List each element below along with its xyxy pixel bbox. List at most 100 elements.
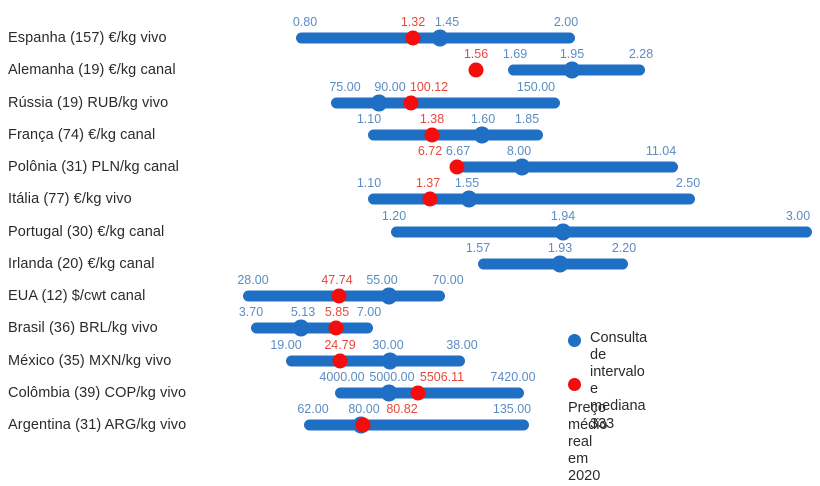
median-dot xyxy=(381,352,399,369)
category-label: México (35) MXN/kg vivo xyxy=(8,352,172,369)
category-label: Rússia (19) RUB/kg vivo xyxy=(8,94,169,111)
median-value: 1.60 xyxy=(470,111,496,126)
median-dot xyxy=(431,29,449,47)
range-max-value: 70.00 xyxy=(432,273,464,287)
category-label: Itália (77) €/kg vivo xyxy=(8,191,132,208)
range-min-value: 1.20 xyxy=(381,208,407,223)
actual-price-dot xyxy=(355,417,371,433)
median-value: 8.00 xyxy=(506,144,532,158)
range-bar xyxy=(251,322,373,334)
actual-price-value: 80.82 xyxy=(386,402,418,416)
actual-price-dot xyxy=(331,288,347,304)
legend-item-actual: Preço médio real em 2020 xyxy=(568,378,629,486)
range-max-value: 3.00 xyxy=(785,208,811,223)
median-dot xyxy=(513,158,531,176)
actual-price-value: 1.37 xyxy=(415,176,441,191)
range-max-value: 2.28 xyxy=(628,47,654,62)
range-min-value: 1.69 xyxy=(502,47,528,62)
median-value: 30.00 xyxy=(372,337,404,352)
range-max-value: 2.20 xyxy=(611,240,637,255)
range-min-value: 19.00 xyxy=(270,337,302,352)
median-value: 80.00 xyxy=(348,402,380,416)
actual-price-value: 100.12 xyxy=(409,79,449,94)
range-max-value: 1.85 xyxy=(514,111,540,126)
range-bar xyxy=(368,193,695,205)
legend-median-label: Consulta de intervalo e mediana 333 xyxy=(590,330,648,432)
category-label: Argentina (31) ARG/kg vivo xyxy=(8,417,187,433)
actual-price-dot xyxy=(424,127,440,143)
median-dot xyxy=(551,255,569,273)
range-bar xyxy=(456,161,678,173)
median-dot xyxy=(563,61,581,79)
category-label: Portugal (30) €/kg canal xyxy=(8,223,165,240)
median-dot xyxy=(460,190,478,208)
range-bar xyxy=(286,355,465,366)
legend-item-median: Consulta de intervalo e mediana 333 xyxy=(568,330,647,433)
actual-price-value: 1.32 xyxy=(400,15,426,29)
legend-red-dot-icon xyxy=(568,378,581,391)
range-max-value: 7.00 xyxy=(356,305,382,320)
median-dot xyxy=(380,384,398,402)
actual-price-dot xyxy=(332,353,348,368)
category-label: Colômbia (39) COP/kg vivo xyxy=(8,384,187,401)
actual-price-dot xyxy=(403,95,419,110)
range-max-value: 2.50 xyxy=(675,176,701,191)
actual-price-value: 6.72 xyxy=(417,144,443,158)
range-min-value: 6.67 xyxy=(445,144,471,158)
legend-blue-dot-icon xyxy=(568,334,581,347)
median-value: 1.55 xyxy=(454,176,480,191)
median-value: 1.93 xyxy=(547,240,573,255)
median-dot xyxy=(370,94,388,111)
actual-price-value: 1.56 xyxy=(463,47,489,62)
actual-price-dot xyxy=(468,62,484,78)
range-min-value: 28.00 xyxy=(237,273,269,287)
median-value: 1.95 xyxy=(559,47,585,62)
actual-price-dot xyxy=(422,191,438,207)
range-max-value: 2.00 xyxy=(553,15,579,29)
median-value: 1.94 xyxy=(550,208,576,223)
category-label: França (74) €/kg canal xyxy=(8,126,156,143)
range-max-value: 38.00 xyxy=(446,337,478,352)
range-min-value: 1.10 xyxy=(356,111,382,126)
actual-price-value: 24.79 xyxy=(324,337,356,352)
range-min-value: 1.57 xyxy=(465,240,491,255)
category-label: EUA (12) $/cwt canal xyxy=(8,288,146,304)
range-max-value: 11.04 xyxy=(645,144,677,158)
range-max-value: 150.00 xyxy=(516,79,556,94)
range-bar xyxy=(368,129,543,141)
actual-price-dot xyxy=(449,159,465,175)
range-min-value: 75.00 xyxy=(329,79,361,94)
actual-price-value: 5506.11 xyxy=(419,369,465,384)
range-bar xyxy=(335,387,524,399)
range-max-value: 7420.00 xyxy=(490,369,536,384)
category-label: Brasil (36) BRL/kg vivo xyxy=(8,320,158,337)
category-label: Alemanha (19) €/kg canal xyxy=(8,62,176,79)
range-min-value: 1.10 xyxy=(356,176,382,191)
actual-price-value: 1.38 xyxy=(419,111,445,126)
median-value: 1.45 xyxy=(434,15,460,29)
range-max-value: 135.00 xyxy=(492,402,532,416)
category-label: Irlanda (20) €/kg canal xyxy=(8,255,155,272)
median-value: 55.00 xyxy=(366,273,398,287)
range-min-value: 0.80 xyxy=(292,15,318,29)
range-bar xyxy=(304,419,529,431)
category-label: Espanha (157) €/kg vivo xyxy=(8,30,167,46)
legend-actual-label: Preço médio real em 2020 xyxy=(568,400,608,485)
range-bar xyxy=(331,97,560,108)
category-label: Polônia (31) PLN/kg canal xyxy=(8,159,179,175)
median-dot xyxy=(292,319,310,337)
range-min-value: 62.00 xyxy=(297,402,329,416)
actual-price-value: 5.85 xyxy=(324,305,350,320)
median-dot xyxy=(554,223,572,240)
actual-price-dot xyxy=(328,320,344,336)
median-dot xyxy=(473,126,491,144)
median-value: 90.00 xyxy=(374,79,406,94)
median-dot xyxy=(380,287,398,305)
median-value: 5.13 xyxy=(290,305,316,320)
actual-price-value: 47.74 xyxy=(321,273,353,287)
median-value: 5000.00 xyxy=(369,369,415,384)
range-bar xyxy=(391,226,812,237)
actual-price-dot xyxy=(410,385,426,401)
actual-price-dot xyxy=(405,30,421,46)
range-min-value: 4000.00 xyxy=(319,369,365,384)
